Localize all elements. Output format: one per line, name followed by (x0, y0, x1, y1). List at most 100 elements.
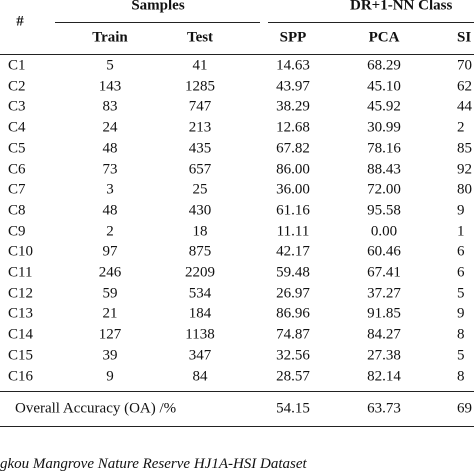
cell: 36.00 (276, 181, 310, 198)
cell: 74.87 (276, 326, 310, 343)
cell: 72.00 (367, 181, 401, 198)
header-cell: DR+1-NN Class (350, 0, 453, 14)
cell: 63.73 (367, 400, 401, 417)
cell: 1 (457, 223, 465, 240)
row-label: C9 (8, 223, 26, 240)
cell: 2 (457, 119, 465, 136)
row-label: C4 (8, 119, 26, 136)
cell: 85 (457, 140, 472, 157)
rule (0, 426, 474, 427)
cell: 68.29 (367, 57, 401, 74)
cell: 5 (457, 347, 465, 364)
cell: 5 (457, 285, 465, 302)
row-label: C5 (8, 140, 26, 157)
cell: 430 (188, 202, 212, 219)
caption: gkou Mangrove Nature Reserve HJ1A-HSI Da… (0, 456, 307, 472)
cell: 24 (102, 119, 118, 136)
cell: 32.56 (276, 347, 310, 364)
header-cell: Samples (131, 0, 185, 14)
cell: 62 (457, 78, 472, 95)
cell: 59.48 (276, 264, 310, 281)
row-label: C16 (8, 368, 34, 384)
row-label: C10 (8, 243, 34, 260)
cell: 3 (106, 181, 114, 198)
cell: 2 (106, 223, 114, 240)
cell: 70 (457, 57, 472, 74)
header-cell: Train (92, 29, 128, 46)
cell: 8 (457, 368, 465, 384)
cell: 26.97 (276, 285, 310, 302)
cell: 91.85 (367, 305, 401, 322)
cell: 80 (457, 181, 472, 198)
cell: 9 (457, 305, 465, 322)
cell: 1285 (185, 78, 215, 95)
cell: 54.15 (276, 400, 310, 417)
cell: 84.27 (367, 326, 401, 343)
cell: 45.92 (367, 98, 401, 115)
cell: 28.57 (276, 368, 310, 384)
cell: 2209 (185, 264, 215, 281)
cell: 95.58 (367, 202, 401, 219)
cell: 18 (192, 223, 208, 240)
cell: 27.38 (367, 347, 401, 364)
cell: 347 (188, 347, 212, 364)
cell: 143 (98, 78, 122, 95)
cell: 30.99 (367, 119, 401, 136)
cell: 1138 (185, 326, 215, 343)
cell: 44 (457, 98, 472, 115)
header-cell: SI (457, 29, 472, 46)
cell: 59 (102, 285, 118, 302)
cell: 41 (192, 57, 208, 74)
cell: 45.10 (367, 78, 401, 95)
footer-label: Overall Accuracy (OA) /% (15, 400, 177, 417)
cell: 61.16 (276, 202, 310, 219)
cell: 84 (192, 368, 208, 384)
cell: 747 (188, 98, 212, 115)
cell: 43.97 (276, 78, 310, 95)
cell: 21 (102, 305, 118, 322)
row-label: C15 (8, 347, 34, 364)
cell: 184 (188, 305, 212, 322)
row-label: C12 (8, 285, 34, 302)
cell: 8 (457, 326, 465, 343)
cell: 48 (102, 202, 118, 219)
cell: 0.00 (370, 223, 398, 240)
header-cell: SPP (279, 29, 307, 46)
row-label: C8 (8, 202, 26, 219)
row-label: C3 (8, 98, 26, 115)
cell: 9 (106, 368, 114, 384)
cell: 42.17 (276, 243, 310, 260)
row-label: C1 (8, 57, 26, 74)
cell: 435 (188, 140, 212, 157)
cell: 38.29 (276, 98, 310, 115)
cell: 37.27 (367, 285, 401, 302)
cell: 657 (188, 161, 212, 177)
cell: 83 (102, 98, 118, 115)
cell: 534 (188, 285, 212, 302)
cell: 86.96 (276, 305, 310, 322)
cell: 127 (98, 326, 122, 343)
row-label: C6 (8, 161, 26, 177)
row-label: C2 (8, 78, 26, 95)
row-label: C14 (8, 326, 34, 343)
cell: 97 (102, 243, 118, 260)
cell: 6 (457, 264, 465, 281)
cell: 39 (102, 347, 118, 364)
rule (55, 22, 260, 23)
rule (0, 54, 474, 55)
cell: 6 (457, 243, 465, 260)
cell: 92 (457, 161, 472, 177)
cell: 78.16 (367, 140, 401, 157)
cell: 213 (188, 119, 212, 136)
cell: 67.82 (276, 140, 310, 157)
row-label: C11 (8, 264, 33, 281)
cell: 14.63 (276, 57, 310, 74)
row-label: C13 (8, 305, 34, 322)
cell: 875 (188, 243, 212, 260)
cell: 12.68 (276, 119, 310, 136)
cell: 246 (98, 264, 122, 281)
cell: 48 (102, 140, 118, 157)
cell: 11.11 (276, 223, 310, 240)
cell: 69 (457, 400, 472, 417)
